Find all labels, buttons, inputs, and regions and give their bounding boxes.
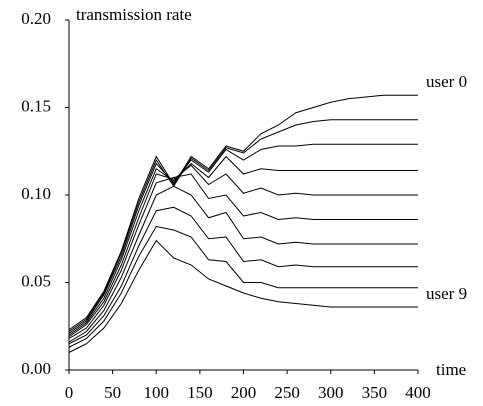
x-tick-label: 200 [231,383,257,402]
series-line [68,143,418,334]
series-line [68,173,418,339]
series-line [68,206,418,345]
x-tick-label: 100 [144,383,170,402]
series-line [68,94,418,331]
x-tick-label: 0 [65,383,74,402]
y-tick-label: 0.00 [21,359,51,378]
x-tick-label: 150 [187,383,213,402]
series-line [68,155,418,336]
x-tick-label: 400 [405,383,431,402]
y-tick-label: 0.05 [21,271,51,290]
y-tick-label: 0.10 [21,184,51,203]
x-axis-label: time [436,360,466,379]
series-line [68,119,418,332]
x-tick-label: 300 [318,383,344,402]
series-line [68,185,418,343]
x-tick-label: 250 [274,383,300,402]
y-tick-label: 0.15 [21,96,51,115]
series-line [68,225,418,348]
x-tick-label: 350 [362,383,388,402]
series-label: user 0 [426,72,467,91]
y-tick-label: 0.20 [21,9,51,28]
series-line [68,164,418,338]
series-line [68,239,418,353]
x-tick-label: 50 [104,383,121,402]
series-label: user 9 [426,284,467,303]
y-axis-label: transmission rate [76,5,192,24]
